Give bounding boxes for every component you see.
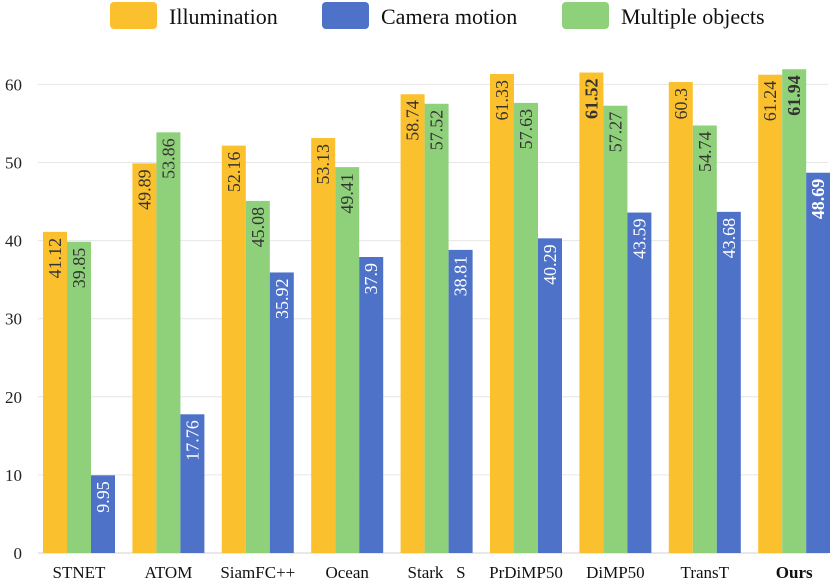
data-label: 54.74 <box>695 131 715 172</box>
bar <box>156 132 181 553</box>
data-label: 57.27 <box>605 112 625 153</box>
x-axis: STNET ATOM SiamFC++ Ocean Stark S PrDiMP50 DiM… <box>53 563 813 579</box>
legend-swatch <box>562 2 609 29</box>
x-tick-label: SiamFC++ <box>220 563 295 579</box>
legend-item: Camera motion <box>322 2 517 29</box>
bar <box>579 72 604 553</box>
x-tick-label: Ours <box>776 563 813 579</box>
bar <box>91 475 115 553</box>
legend-swatch <box>110 2 157 29</box>
data-label: 38.81 <box>451 256 471 297</box>
data-label: 57.63 <box>516 109 536 150</box>
legend-label: Illumination <box>169 4 278 29</box>
x-tick-label: DiMP50 <box>586 563 645 579</box>
data-label: 60.3 <box>671 88 691 120</box>
y-tick-label: 50 <box>5 154 22 173</box>
legend-label: Camera motion <box>381 4 517 29</box>
y-tick-label: 40 <box>5 232 22 251</box>
data-label: 48.69 <box>808 179 828 220</box>
bar <box>716 211 741 554</box>
data-label: 41.12 <box>45 238 65 278</box>
data-label: 37.9 <box>361 263 381 295</box>
data-label: 17.76 <box>182 420 202 461</box>
data-label: 61.24 <box>760 81 780 122</box>
data-label: 53.86 <box>158 138 178 179</box>
data-label: 61.33 <box>492 80 512 121</box>
x-tick-label: TransT <box>681 563 730 579</box>
data-label: 57.52 <box>427 110 447 151</box>
legend-label: Multiple objects <box>621 4 765 29</box>
bar <box>448 249 473 553</box>
bar <box>603 105 628 553</box>
bar <box>132 163 157 553</box>
bar <box>245 200 270 553</box>
bar <box>668 82 693 553</box>
y-tick-label: 10 <box>5 466 22 485</box>
data-label: 49.89 <box>134 169 154 210</box>
bar <box>221 145 246 553</box>
data-label: 43.68 <box>719 218 739 258</box>
x-tick-label: Stark S <box>408 563 466 579</box>
data-label: 61.94 <box>784 75 804 116</box>
x-tick-label: Ocean <box>325 563 369 579</box>
bar <box>67 241 91 554</box>
data-label: 45.08 <box>248 207 268 248</box>
data-label: 40.29 <box>540 244 560 284</box>
bar <box>43 231 67 554</box>
bar <box>424 103 449 553</box>
bar <box>692 125 717 554</box>
data-label: 43.59 <box>629 219 649 260</box>
bar <box>782 69 807 553</box>
legend-item: Illumination <box>110 2 278 29</box>
data-label: 9.95 <box>93 481 113 513</box>
x-tick-label: STNET <box>53 563 107 579</box>
x-tick-label: PrDiMP50 <box>489 563 563 579</box>
bar <box>311 138 336 554</box>
bars <box>43 69 830 554</box>
bar <box>400 94 425 553</box>
bar <box>359 257 384 553</box>
bar <box>538 238 562 554</box>
bar <box>627 212 652 553</box>
data-label: 39.85 <box>69 248 89 288</box>
legend-item: Multiple objects <box>562 2 765 29</box>
y-axis: 0 10 20 30 40 50 60 <box>5 75 22 563</box>
y-tick-label: 0 <box>14 544 23 563</box>
bar <box>180 414 205 553</box>
bar <box>490 74 514 554</box>
data-label: 49.41 <box>337 173 357 214</box>
bar <box>269 272 294 553</box>
y-tick-label: 30 <box>5 310 22 329</box>
x-tick-label: ATOM <box>144 563 192 579</box>
bar <box>335 167 360 553</box>
y-tick-label: 60 <box>5 75 22 94</box>
bar <box>758 74 783 553</box>
data-label: 61.52 <box>581 79 601 120</box>
y-tick-label: 20 <box>5 388 22 407</box>
legend-swatch <box>322 2 369 29</box>
data-label: 53.13 <box>313 144 333 185</box>
data-label: 35.92 <box>272 278 292 319</box>
bar <box>806 172 830 554</box>
bar <box>514 102 538 553</box>
data-label: 58.74 <box>403 100 423 141</box>
legend: Illumination Camera motion Multiple object… <box>110 2 765 29</box>
data-label: 52.16 <box>224 152 244 193</box>
